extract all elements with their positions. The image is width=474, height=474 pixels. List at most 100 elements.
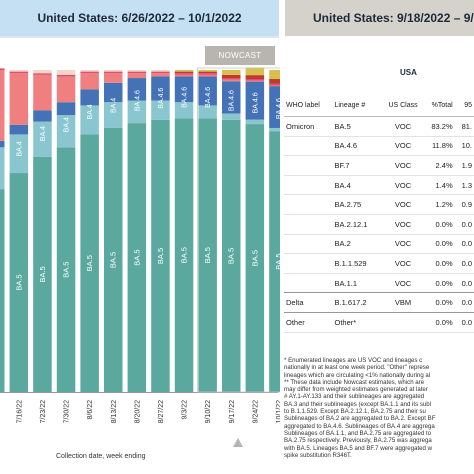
bar-segment-other bbox=[9, 70, 29, 72]
bar-segment-ba-4-6 bbox=[56, 102, 76, 116]
bar-label-upper: BA.4 bbox=[64, 117, 71, 132]
ci-cell: 10. bbox=[454, 136, 474, 157]
x-axis-label: Collection date, week ending bbox=[56, 453, 146, 460]
footnote-line: * Enumerated lineages are US VOC and lin… bbox=[284, 357, 423, 364]
bar-segment-ba-5 bbox=[198, 118, 217, 393]
col-who-label: WHO label bbox=[284, 94, 333, 117]
bar-segment-ba-5 bbox=[0, 189, 5, 392]
bar-segment-ba-2 bbox=[80, 71, 99, 74]
percent-cell: 0.0% bbox=[420, 214, 455, 235]
bar-segment-ba-4-6 bbox=[174, 76, 194, 103]
bar-segment-ba-5 bbox=[174, 118, 194, 393]
percent-cell: 11.8% bbox=[420, 136, 455, 157]
bar-segment-ba-2-75 bbox=[174, 71, 194, 74]
percent-cell: 0.0% bbox=[420, 273, 455, 294]
bar-label-ba5: BA.5 bbox=[274, 253, 280, 269]
ci-cell: 81. bbox=[454, 116, 474, 137]
us-class-cell: VOC bbox=[386, 194, 420, 215]
who-label-cell bbox=[284, 214, 333, 235]
bar-segment-other bbox=[33, 70, 52, 74]
footnote-line: aggregated to BA.4.6. Sublineages of BA.… bbox=[284, 422, 435, 430]
x-tick-label: 8/27/22 bbox=[158, 400, 165, 423]
nowcast-region bbox=[196, 67, 280, 393]
bar-segment-ba-4-6 bbox=[80, 89, 99, 106]
ci-cell: 1.9 bbox=[454, 155, 474, 176]
col-ci: 95 bbox=[454, 94, 474, 117]
x-tick-label: 8/13/22 bbox=[111, 400, 118, 423]
bar-segment-ba-4-6 bbox=[198, 76, 217, 106]
bar-segment-ba-4 bbox=[33, 121, 52, 157]
bar-segment-ba-5 bbox=[33, 156, 52, 392]
lineage-cell: BA.1.1 bbox=[332, 273, 387, 294]
bar-segment-ba-4-6 bbox=[33, 110, 52, 122]
lineage-row: BA.2 VOC 0.0% 0.0 bbox=[284, 234, 474, 255]
lineage-cell: BA.2.75 bbox=[332, 194, 387, 215]
lineage-row: Omicron BA.5 VOC 83.2% 81. bbox=[284, 116, 474, 137]
bar-segment-ba-2 bbox=[222, 78, 241, 80]
bar-segment-ba-2-12-1 bbox=[151, 73, 170, 77]
x-tick-label: 9/3/22 bbox=[182, 400, 189, 420]
variant-proportions-chart: BA.5 BA.4 BA.5 BA.4 7/16/22 BA.5 BA.4 7/23/22 BA… bbox=[0, 67, 280, 423]
ci-cell: 0.0 bbox=[454, 253, 474, 274]
bar-segment-ba-2 bbox=[245, 79, 265, 81]
ci-cell: 1.3 bbox=[454, 175, 474, 196]
bar-segment-ba-2-12-1 bbox=[245, 80, 265, 82]
x-tick-label: 7/16/22 bbox=[16, 400, 23, 423]
percent-cell: 0.0% bbox=[420, 234, 455, 255]
who-label-cell: Other bbox=[284, 312, 333, 333]
footnote-line: may differ from weighted estimates gener… bbox=[284, 386, 428, 394]
bar-segment-ba-4-6 bbox=[151, 76, 170, 101]
bar-segment-ba-2-12-1 bbox=[174, 74, 194, 77]
bar-label-ba5: BA.5 bbox=[62, 262, 71, 278]
who-label-cell bbox=[284, 234, 333, 255]
bar-label-upper: BA.4.6 bbox=[134, 90, 141, 111]
lineage-table: WHO label Lineage # US Class %Total 95 O… bbox=[284, 94, 474, 333]
bar-segment-ba-2 bbox=[104, 71, 123, 74]
footnote-line: with BA.5. Lineages BA.5 and BF.7 were a… bbox=[284, 444, 433, 452]
bar-segment-ba-5 bbox=[245, 124, 265, 392]
us-class-cell: VOC bbox=[386, 155, 420, 176]
bar-label-ba5: BA.5 bbox=[132, 249, 141, 265]
footnote-line: ** These data include Nowcast estimates,… bbox=[284, 378, 425, 386]
us-class-cell: VOC bbox=[386, 234, 420, 255]
bar-segment-ba-4 bbox=[0, 147, 5, 190]
bar-label-upper: BA.4 bbox=[111, 98, 118, 113]
footnote-line: # AY.1-AY.133 and their sublineages are … bbox=[284, 393, 425, 401]
bar-label-upper: BA.4.6 bbox=[252, 92, 259, 113]
bar-segment-ba-4 bbox=[80, 105, 99, 135]
us-class-cell: VOC bbox=[386, 116, 420, 137]
footnote-line: to B.1.1.529. Except BA.2.12.1, BA.2.75 … bbox=[284, 408, 426, 416]
us-class-cell: VBM bbox=[386, 292, 420, 313]
lineage-row: Delta B.1.617.2 VBM 0.0% 0.0 bbox=[284, 292, 474, 313]
bar-segment-ba-4 bbox=[222, 113, 241, 120]
bar-segment-ba-2 bbox=[198, 73, 217, 75]
table-region-title: USA bbox=[400, 68, 417, 77]
bar-segment-ba-2-12-1 bbox=[104, 73, 123, 83]
lineage-row: BA.1.1 VOC 0.0% 0.0 bbox=[284, 273, 474, 294]
bar-segment-ba-2-12-1 bbox=[33, 74, 52, 111]
bar-segment-other bbox=[56, 70, 76, 75]
us-class-cell bbox=[386, 312, 420, 333]
who-label-cell: Omicron bbox=[284, 116, 333, 137]
bar-segment-ba-2-12-1 bbox=[56, 76, 76, 103]
bar-segment-ba-4-6 bbox=[0, 140, 5, 148]
us-class-cell: VOC bbox=[386, 175, 420, 196]
lineage-row: BA.4 VOC 1.4% 1.3 bbox=[284, 175, 474, 196]
nowcast-button[interactable]: NOWCAST bbox=[205, 46, 275, 65]
bar-segment-other bbox=[151, 70, 170, 72]
bar-segment-ba-4 bbox=[127, 100, 147, 124]
bar-segment-ba-2 bbox=[151, 71, 170, 74]
bar-segment-ba-2-12-1 bbox=[127, 73, 147, 79]
lineage-row: B.1.1.529 VOC 0.0% 0.0 bbox=[284, 253, 474, 274]
percent-cell: 0.0% bbox=[420, 253, 455, 274]
us-class-cell: VOC bbox=[386, 273, 420, 294]
who-label-cell bbox=[284, 253, 333, 274]
lineage-row: BF.7 VOC 2.4% 1.9 bbox=[284, 155, 474, 176]
footnote-line: Sublineages of BA.2 are aggregated to BA… bbox=[284, 415, 436, 423]
bar-segment-ba-2-12-1 bbox=[0, 70, 5, 141]
us-class-cell: VOC bbox=[386, 214, 420, 235]
bar-segment-ba-5 bbox=[269, 131, 280, 392]
bar-segment-bf-7 bbox=[198, 70, 217, 72]
bar-segment-ba-5 bbox=[222, 119, 241, 392]
who-label-cell bbox=[284, 155, 333, 176]
